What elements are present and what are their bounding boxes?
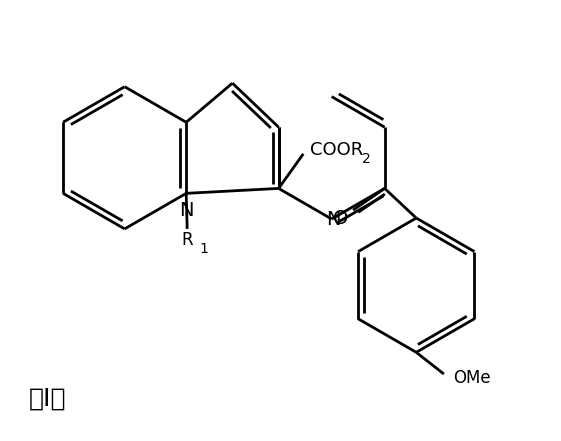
Text: OMe: OMe — [453, 369, 490, 387]
Text: R: R — [181, 231, 193, 249]
Text: N: N — [179, 201, 194, 220]
Text: COOR: COOR — [310, 141, 364, 159]
Text: （I）: （I） — [29, 387, 67, 411]
Text: O: O — [333, 209, 348, 228]
Text: 1: 1 — [199, 242, 208, 256]
Text: N: N — [327, 209, 341, 228]
Text: 2: 2 — [362, 152, 370, 166]
